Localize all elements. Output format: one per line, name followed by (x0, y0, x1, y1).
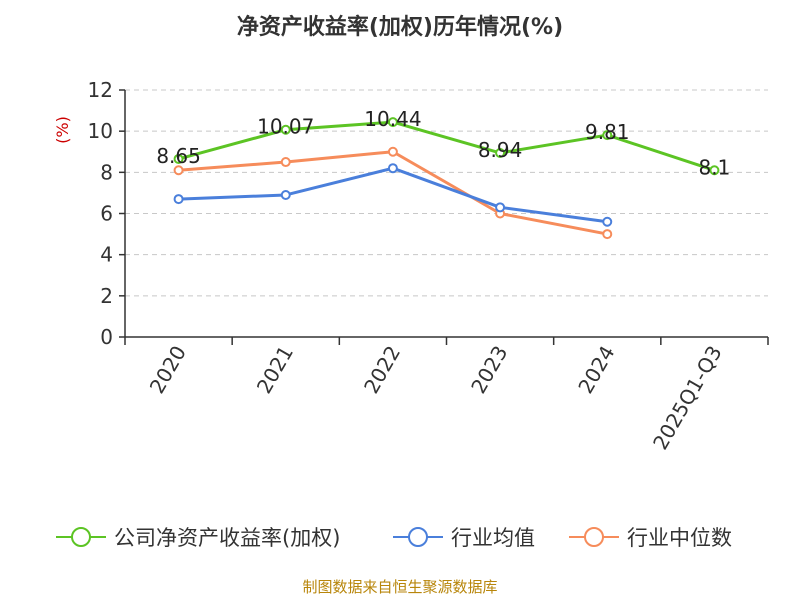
x-tick-label: 2022 (359, 342, 405, 398)
legend-label: 行业中位数 (627, 526, 732, 550)
data-point[interactable] (495, 202, 506, 213)
data-label: 8.1 (699, 155, 731, 179)
data-point[interactable] (387, 163, 398, 174)
legend-item[interactable]: 行业均值 (393, 526, 535, 550)
series-line (178, 120, 715, 172)
data-point[interactable] (173, 153, 184, 164)
data-point[interactable] (280, 124, 291, 135)
data-label: 8.65 (156, 144, 201, 168)
x-tick-label: 2020 (145, 342, 191, 398)
y-tick-label: 4 (100, 243, 113, 267)
y-tick-label: 0 (100, 325, 113, 349)
x-tick-label: 2021 (252, 342, 298, 398)
data-label: 8.94 (478, 138, 523, 162)
legend-marker (584, 527, 604, 547)
x-tick-label: 2023 (466, 342, 512, 398)
chart-title: 净资产收益率(加权)历年情况(%) (237, 14, 563, 40)
y-tick-label: 12 (88, 78, 113, 102)
data-point[interactable] (173, 194, 184, 205)
legend-label: 公司净资产收益率(加权) (114, 526, 340, 550)
data-point[interactable] (709, 165, 720, 176)
axes: 0 2 4 6 8 10 12 2020 2021 2022 2023 2024 2025Q1-Q3 (88, 78, 769, 454)
x-tick-label: 2024 (573, 342, 619, 398)
y-tick-label: 8 (100, 160, 113, 184)
legend-item[interactable]: 公司净资产收益率(加权) (56, 526, 340, 550)
data-labels: 8.65 10.07 10.44 8.94 9.81 8.1 (156, 107, 730, 179)
data-point[interactable] (173, 165, 184, 176)
legend-item[interactable]: 行业中位数 (569, 526, 732, 550)
data-label: 10.44 (364, 107, 421, 131)
data-point[interactable] (495, 147, 506, 158)
legend-marker (71, 527, 91, 547)
y-tick-label: 10 (88, 119, 113, 143)
data-point[interactable] (387, 146, 398, 157)
data-point[interactable] (280, 157, 291, 168)
grid (125, 89, 768, 297)
x-tick-label: 2025Q1-Q3 (648, 342, 727, 454)
source-note: 制图数据来自恒生聚源数据库 (302, 578, 497, 596)
data-point[interactable] (602, 130, 613, 141)
data-point[interactable] (280, 189, 291, 200)
legend[interactable]: 公司净资产收益率(加权) 行业均值 行业中位数 (56, 526, 732, 550)
y-axis-label: (%) (53, 116, 72, 144)
legend-marker (408, 527, 428, 547)
data-point[interactable] (602, 216, 613, 227)
series-group (173, 117, 720, 240)
data-point[interactable] (602, 229, 613, 240)
data-point[interactable] (387, 117, 398, 128)
legend-label: 行业均值 (451, 526, 535, 550)
y-tick-label: 6 (100, 202, 113, 226)
data-label: 10.07 (257, 115, 314, 139)
data-label: 9.81 (585, 120, 630, 144)
y-tick-label: 2 (100, 284, 113, 308)
